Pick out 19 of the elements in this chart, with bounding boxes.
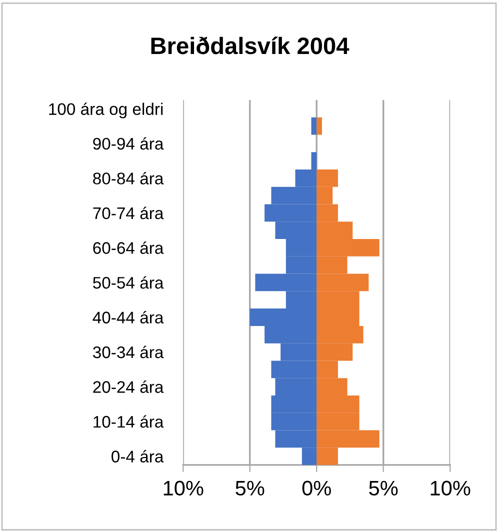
y-tick-label: 50-54 ára <box>93 276 164 289</box>
y-tick-label: 40-44 ára <box>92 311 164 324</box>
chart-title: Breiðdalsvík 2004 <box>151 36 350 54</box>
y-tick-label: 10-14 ára <box>94 415 164 428</box>
y-tick-label: 60-64 ára <box>93 242 164 254</box>
x-tick-label: 10% <box>430 480 470 496</box>
y-tick-label: 30-34 ára <box>92 346 164 358</box>
y-tick-label: 100 ára og eldri <box>49 102 163 118</box>
y-tick-label: 90-94 ára <box>93 137 164 150</box>
bar <box>316 117 322 135</box>
y-tick-label: 20-24 ára <box>93 380 164 393</box>
x-tick-label: 5% <box>369 480 398 496</box>
y-tick-label: 0-4 ára <box>112 450 164 462</box>
y-tick-label: 80-84 ára <box>93 172 164 184</box>
bar <box>311 117 317 135</box>
x-tick-label: 10% <box>164 480 204 496</box>
y-tick-label: 70-74 ára <box>93 206 164 220</box>
x-tick-label: 0% <box>302 480 331 496</box>
x-tick-label: 5% <box>236 480 264 496</box>
